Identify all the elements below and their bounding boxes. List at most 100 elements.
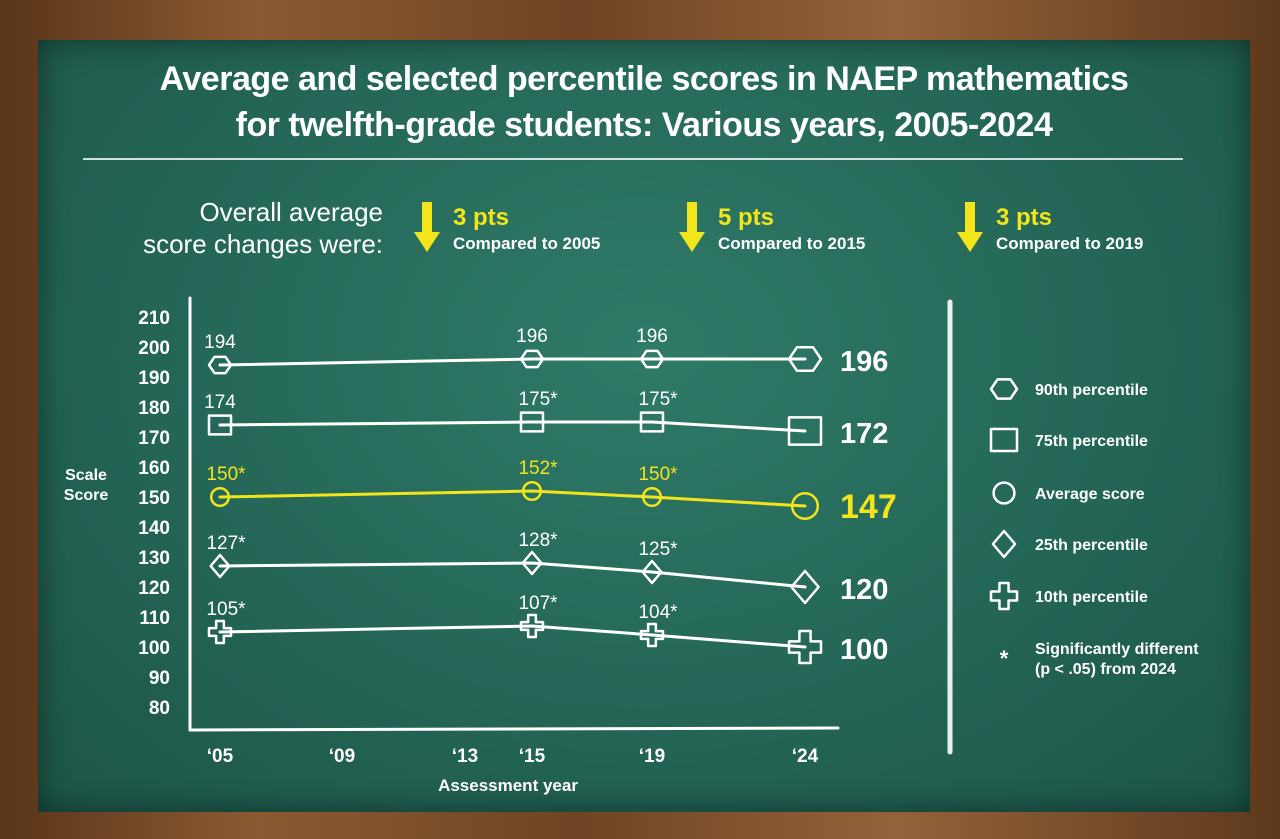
data-label: 128* [518,530,558,551]
changes-lead: Overall average score changes were: [88,196,383,260]
data-label: 150* [206,464,246,485]
x-tick-label: ‘13 [452,746,478,767]
legend-note-line2: (p < .05) from 2024 [1035,661,1176,678]
legend-label: 10th percentile [1035,589,1148,606]
x-tick-label: ‘19 [639,746,665,767]
chalkboard: Average and selected percentile scores i… [38,40,1250,812]
legend-marker [991,529,1017,559]
end-value-label: 147 [840,488,897,526]
data-point [207,355,233,375]
end-value-label: 120 [840,574,888,606]
legend-marker [989,378,1019,400]
x-tick-label: ‘24 [792,746,819,767]
y-tick-label: 120 [138,578,170,599]
change-points: 5 pts [718,204,775,231]
end-value-label: 172 [840,418,888,450]
data-point [639,411,665,433]
data-point [639,622,665,648]
y-tick-label: 140 [138,518,170,539]
series-line [218,489,807,508]
change-compare: Compared to 2005 [453,234,601,253]
data-point [209,553,231,579]
data-label: 174 [204,392,236,413]
chart-title-line1: Average and selected percentile scores i… [159,60,1129,98]
legend-label: 90th percentile [1035,382,1148,399]
changes-lead-line1: Overall average [199,197,383,227]
legend-note-line1: Significantly different [1035,641,1199,658]
legend-marker [989,581,1019,611]
down-arrow-icon [957,202,983,252]
data-point [790,491,820,521]
x-tick-label: ‘05 [207,746,234,767]
y-tick-label: 150 [138,488,170,509]
data-label: 127* [206,533,246,554]
data-label: 152* [518,458,558,479]
data-label: 125* [638,539,678,560]
down-arrow-icon [679,202,705,252]
change-points: 3 pts [453,204,510,231]
legend-marker [989,427,1019,453]
x-tick-label: ‘09 [329,746,355,767]
data-label: 107* [518,593,558,614]
x-tick-label: ‘15 [519,746,546,767]
down-arrow-icon [414,202,440,252]
data-label: 194 [204,332,236,353]
data-point [790,569,820,605]
data-point [519,613,545,639]
y-axis-label: Scale [65,467,107,484]
end-value-label: 196 [840,346,888,378]
series-line [218,624,807,649]
legend-label: Average score [1035,486,1145,503]
data-label: 150* [638,464,678,485]
y-tick-label: 110 [139,608,170,629]
data-point [639,349,665,369]
legend-label: 75th percentile [1035,433,1148,450]
data-label: 175* [518,389,558,410]
data-label: 196 [636,326,668,347]
change-compare: Compared to 2019 [996,234,1144,253]
series-line [218,561,807,589]
x-axis [188,726,840,732]
data-point [521,480,543,502]
data-label: 104* [638,602,678,623]
data-point [519,411,545,433]
y-tick-label: 200 [138,338,170,359]
data-point [641,486,663,508]
x-axis-label: Assessment year [438,776,578,795]
legend-note-symbol: * [1000,646,1009,671]
title-divider [83,158,1183,160]
data-point [787,416,823,446]
data-point [787,629,823,665]
y-tick-label: 180 [138,398,170,419]
legend-marker [992,481,1016,505]
end-value-label: 100 [840,634,888,666]
y-tick-label: 210 [138,308,170,329]
y-tick-label: 170 [138,428,170,449]
chart-title-line2: for twelfth-grade students: Various year… [235,106,1053,144]
data-point [787,345,823,373]
series-line [218,357,807,367]
line-chart: 210 200 190 180 170 160 150 140 130 120 110 100 90 80… [64,296,1199,795]
y-tick-label: 190 [138,368,170,389]
data-point [207,414,233,436]
data-point [641,559,663,585]
data-point [209,486,231,508]
data-label: 196 [516,326,548,347]
legend-label: 25th percentile [1035,537,1148,554]
y-tick-label: 130 [138,548,170,569]
data-label: 175* [638,389,678,410]
data-point [519,349,545,369]
y-tick-label: 80 [149,698,170,719]
data-point [207,619,233,645]
y-tick-label: 160 [138,458,170,479]
changes-lead-line2: score changes were: [143,229,383,259]
series-line [218,420,807,433]
change-compare: Compared to 2015 [718,234,866,253]
data-label: 105* [206,599,246,620]
data-point [521,550,543,576]
y-tick-label: 100 [138,638,170,659]
y-tick-label: 90 [149,668,170,689]
change-points: 3 pts [996,204,1053,231]
y-axis-label: Score [64,487,109,504]
